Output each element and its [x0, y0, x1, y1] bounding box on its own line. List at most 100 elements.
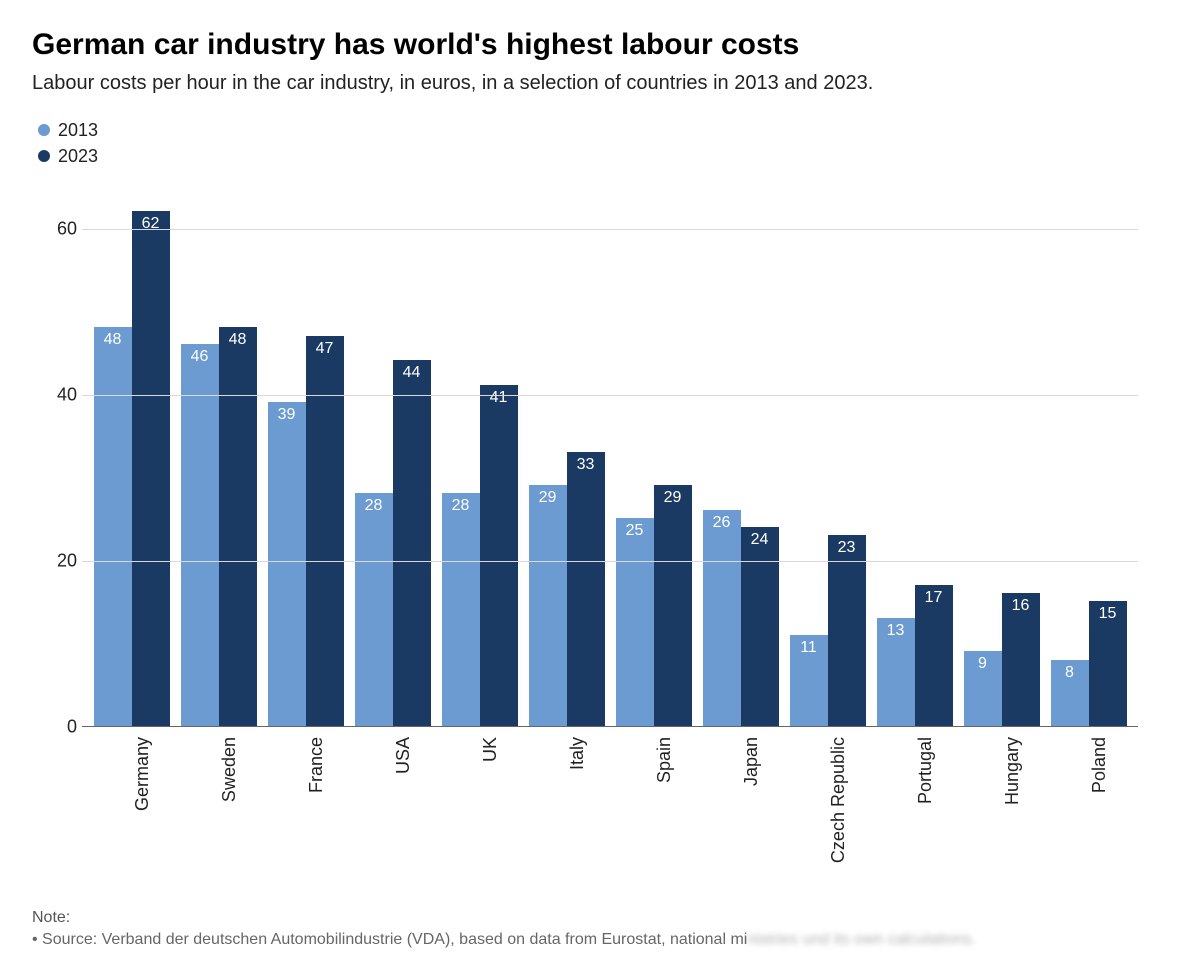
bar: 26: [703, 510, 741, 726]
x-axis-label: Japan: [741, 737, 762, 786]
bar-value-label: 15: [1089, 605, 1127, 623]
x-label-slot: Japan: [699, 727, 783, 887]
x-label-slot: UK: [438, 727, 522, 887]
bar-value-label: 17: [915, 589, 953, 607]
bar: 39: [268, 402, 306, 726]
bar-value-label: 29: [529, 489, 567, 507]
bars-container: 4862464839472844284129332529262411231317…: [82, 187, 1138, 726]
bar-value-label: 46: [181, 348, 219, 366]
x-label-slot: USA: [351, 727, 435, 887]
x-label-slot: Poland: [1047, 727, 1131, 887]
bar: 33: [567, 452, 605, 726]
bar-group: 2841: [438, 385, 522, 726]
bar: 24: [741, 527, 779, 726]
bar: 48: [219, 327, 257, 726]
x-axis-label: Poland: [1089, 737, 1110, 793]
x-axis-label: USA: [393, 737, 414, 774]
bar-value-label: 39: [268, 406, 306, 424]
bar-value-label: 9: [964, 655, 1002, 673]
bar: 16: [1002, 593, 1040, 726]
x-label-slot: Portugal: [873, 727, 957, 887]
x-axis-label: France: [306, 737, 327, 793]
bar-value-label: 48: [219, 331, 257, 349]
x-axis-label: Sweden: [219, 737, 240, 802]
bar: 29: [654, 485, 692, 726]
bar: 9: [964, 651, 1002, 726]
bar: 15: [1089, 601, 1127, 726]
bar-value-label: 23: [828, 539, 866, 557]
bar: 48: [94, 327, 132, 726]
gridline: [82, 229, 1138, 230]
bar-value-label: 11: [790, 639, 828, 657]
bar-value-label: 28: [442, 497, 480, 515]
source-blurred: nistries und its own calculations.: [747, 931, 976, 948]
x-axis-labels: Germany Sweden France USA UK Italy Spain Japan C…: [82, 727, 1138, 887]
bar-group: 2624: [699, 510, 783, 726]
chart-title: German car industry has world's highest …: [32, 28, 1148, 62]
x-label-slot: France: [264, 727, 348, 887]
note-label: Note:: [32, 907, 1148, 929]
footnote: Note: • Source: Verband der deutschen Au…: [32, 907, 1148, 951]
bar-value-label: 29: [654, 489, 692, 507]
legend-dot-icon: [38, 150, 50, 162]
x-axis-label: Spain: [654, 737, 675, 783]
bar-group: 2933: [525, 452, 609, 726]
source-line: • Source: Verband der deutschen Automobi…: [32, 929, 1148, 951]
bar-group: 28 44: [351, 360, 435, 726]
x-label-slot: Hungary: [960, 727, 1044, 887]
y-tick-label: 20: [37, 550, 77, 571]
y-tick-label: 60: [37, 218, 77, 239]
bar-value-label: 28: [355, 497, 393, 515]
bar-group: 9 16: [960, 593, 1044, 726]
y-tick-label: 0: [37, 717, 77, 738]
bar: 29: [529, 485, 567, 726]
bar: 46: [181, 344, 219, 726]
bar-value-label: 24: [741, 531, 779, 549]
x-axis-label: Portugal: [915, 737, 936, 804]
bar: 11: [790, 635, 828, 726]
legend-dot-icon: [38, 124, 50, 136]
legend-item-2013: 2013: [38, 117, 1148, 143]
x-label-slot: Germany: [90, 727, 174, 887]
bar-value-label: 13: [877, 622, 915, 640]
bar: 44: [393, 360, 431, 726]
chart-legend: 2013 2023: [38, 117, 1148, 169]
legend-label: 2023: [58, 143, 98, 169]
x-label-slot: Czech Republic: [786, 727, 870, 887]
gridline: [82, 561, 1138, 562]
bar-value-label: 48: [94, 331, 132, 349]
bar: 62: [132, 211, 170, 726]
x-label-slot: Italy: [525, 727, 609, 887]
x-axis-label: Hungary: [1002, 737, 1023, 805]
x-axis-label: UK: [480, 737, 501, 762]
bar-group: 11 23: [786, 535, 870, 726]
bar-group: 48 62: [90, 211, 174, 726]
bar: 13: [877, 618, 915, 726]
x-axis-label: Czech Republic: [828, 737, 849, 863]
bar-value-label: 62: [132, 215, 170, 233]
bar-value-label: 16: [1002, 597, 1040, 615]
x-label-slot: Sweden: [177, 727, 261, 887]
y-tick-label: 40: [37, 384, 77, 405]
x-axis-label: Italy: [567, 737, 588, 770]
legend-label: 2013: [58, 117, 98, 143]
chart-page: German car industry has world's highest …: [0, 0, 1180, 971]
x-label-slot: Spain: [612, 727, 696, 887]
bar-value-label: 44: [393, 364, 431, 382]
bar-group: 1317: [873, 585, 957, 726]
bar-value-label: 33: [567, 456, 605, 474]
x-axis-label: Germany: [132, 737, 153, 811]
chart-subtitle: Labour costs per hour in the car industr…: [32, 72, 1148, 95]
bar: 25: [616, 518, 654, 726]
bar-group: 815: [1047, 601, 1131, 726]
chart-plot-area: 4862464839472844284129332529262411231317…: [82, 187, 1138, 727]
bar-group: 4648: [177, 327, 261, 726]
bar-value-label: 25: [616, 522, 654, 540]
bar: 17: [915, 585, 953, 726]
source-text: • Source: Verband der deutschen Automobi…: [32, 931, 747, 948]
plot-surface: 4862464839472844284129332529262411231317…: [82, 187, 1138, 727]
bar: 23: [828, 535, 866, 726]
bar: 28: [442, 493, 480, 726]
bar: 28: [355, 493, 393, 726]
gridline: [82, 395, 1138, 396]
